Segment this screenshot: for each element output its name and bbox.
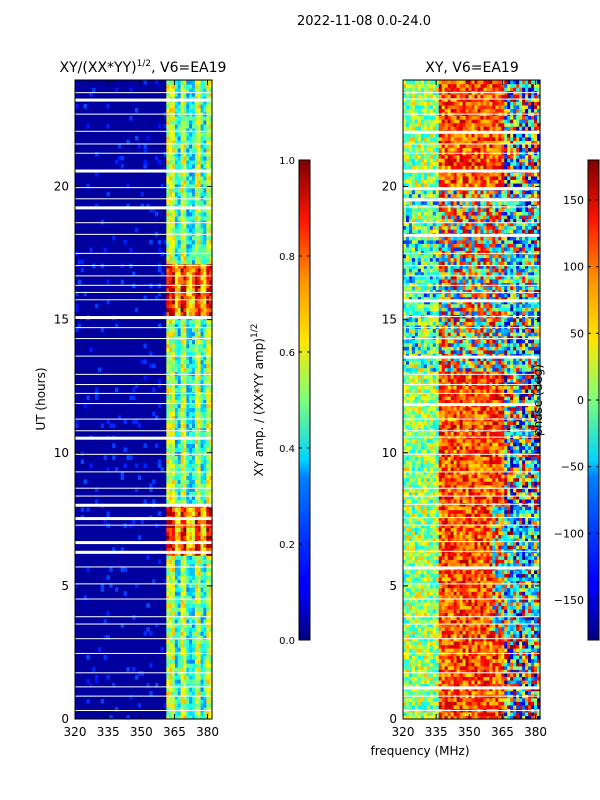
phase-colorbar-label: phase (deg) [531,364,545,436]
phase-colorbar: 150 100 50 0 −50 −100 −150 phase (deg) [531,159,600,641]
amplitude-colorbar: 0.0 0.2 0.4 0.6 0.8 1.0 XY amp. / (XX*YY amp)… [250,156,311,647]
x-tick-label: 350 [458,725,481,739]
colorbar-tick-label: −50 [561,461,584,474]
colorbar-tick-label: 0.8 [279,252,295,263]
amplitude-axes-frame [74,79,213,720]
x-tick-label: 320 [64,725,87,739]
colorbar-tick-label: 0.6 [279,348,295,359]
y-tick-label: 20 [54,180,69,194]
x-tick-label: 320 [392,725,415,739]
y-tick-label: 0 [389,712,397,726]
figure-suptitle: 2022-11-08 0.0-24.0 [297,14,431,29]
amplitude-colorbar-gradient [298,159,311,641]
colorbar-tick-label: 0 [577,394,584,407]
y-tick-label: 20 [382,180,397,194]
colorbar-tick-label: 0.0 [279,636,295,647]
x-tick-label: 365 [491,725,514,739]
y-tick-label: 15 [54,313,69,327]
x-tick-label: 380 [524,725,547,739]
phase-y-axis: 0 5 10 15 20 [382,180,540,726]
colorbar-tick-label: 150 [563,194,584,207]
amplitude-heatmap [75,80,213,720]
amplitude-x-axis: 320 335 350 365 380 [64,80,219,739]
colorbar-tick-label: 0.2 [279,540,295,551]
y-tick-label: 10 [54,446,69,460]
amplitude-panel: XY/(XX*YY)1/2, V6=EA19 320 335 350 365 380 0… [34,59,226,739]
y-tick-label: 10 [382,446,397,460]
phase-x-axis: 320 335 350 365 380 [392,80,547,739]
y-tick-label: 0 [61,712,69,726]
amplitude-y-axis: 0 5 10 15 20 [54,180,212,726]
colorbar-tick-label: 0.4 [279,444,295,455]
colorbar-tick-label: 100 [563,261,584,274]
shared-xlabel: frequency (MHz) [370,744,469,758]
phase-heatmap [403,80,541,720]
x-tick-label: 350 [130,725,153,739]
colorbar-tick-label: 50 [570,327,584,340]
y-tick-label: 5 [61,579,69,593]
phase-axes-frame [402,79,541,720]
amplitude-ylabel: UT (hours) [34,367,48,430]
colorbar-tick-label: 1.0 [279,156,295,167]
colorbar-tick-label: −150 [554,594,584,607]
phase-panel: XY, V6=EA19 320 335 350 365 380 0 5 10 15 20 [382,60,547,739]
x-tick-label: 335 [97,725,120,739]
x-tick-label: 335 [425,725,448,739]
y-tick-label: 5 [389,579,397,593]
amplitude-title: XY/(XX*YY)1/2, V6=EA19 [60,59,227,76]
amplitude-colorbar-label: XY amp. / (XX*YY amp)1/2 [250,324,266,477]
y-tick-label: 15 [382,313,397,327]
x-tick-label: 380 [196,725,219,739]
colorbar-tick-label: −100 [554,527,584,540]
x-tick-label: 365 [163,725,186,739]
phase-title: XY, V6=EA19 [425,60,519,76]
